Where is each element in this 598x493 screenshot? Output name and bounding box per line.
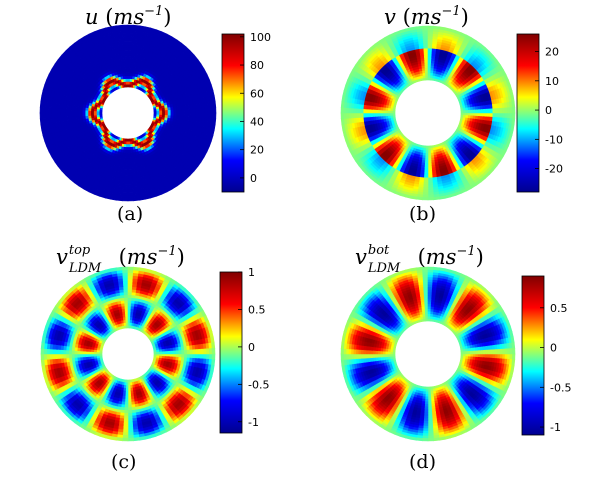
colorbar-tick-label: 0.5 [248,303,266,316]
colorbar-tick-label: 0 [250,172,257,185]
field-disc-c [40,266,216,442]
panel-a-title-base: u [85,5,99,29]
colorbar-c [219,271,243,434]
panel-a-title-open: ( [105,5,114,29]
colorbar-tick-label: 80 [250,59,264,72]
colorbar-tick-label: 0.5 [550,302,568,315]
panel-d-title-sub: LDM [367,261,401,276]
panel-d-caption: (d) [409,451,436,473]
colorbar-tick-label: -10 [545,133,563,146]
colorbar-tick-label: -0.5 [550,381,571,394]
colorbar-tick-label: 0 [248,341,255,354]
colorbar-tick-label: -1 [248,416,259,429]
panel-c-title: v top LDM (ms−1) [56,243,185,276]
colorbar-tick-label: 1 [248,266,255,279]
field-disc-d [340,266,516,442]
colorbar-tick-label: -1 [550,421,561,434]
panel-d-title-exp: −1 [456,244,476,259]
panel-d-title-unit: ms [425,245,457,269]
panel-c-title-close: ) [176,245,185,269]
field-disc-a [39,24,217,202]
colorbar-d [521,275,545,436]
colorbar-tick-label: -20 [545,163,563,176]
panel-d-title-open: ( [417,245,426,269]
colorbar-b [516,33,540,193]
colorbar-tick-label: 0 [545,104,552,117]
panel-c-title-sub: LDM [68,261,102,276]
panel-c-title-open: ( [118,245,127,269]
panel-b-title-unit: ms [410,5,442,29]
panel-d-title-sup: bot [367,243,390,258]
panel-b-title-base: v [384,5,396,29]
panel-c-caption: (c) [111,451,137,473]
panel-d-title-close: ) [475,245,484,269]
panel-b-title: v (ms−1) [384,4,469,29]
colorbar-tick-label: 0 [550,342,557,355]
colorbar-a [221,33,245,193]
panel-d-title: v bot LDM (ms−1) [355,243,484,276]
panel-b-title-open: ( [402,5,411,29]
panel-a-title-exp: −1 [144,4,164,19]
panel-a-title-close: ) [163,5,172,29]
panel-d-title-base: v [355,245,367,269]
panel-a-title: u (ms−1) [85,4,172,29]
panel-b-title-exp: −1 [441,4,461,19]
colorbar-tick-label: 60 [250,87,264,100]
panel-c-title-unit: ms [126,245,158,269]
panel-c-title-exp: −1 [157,244,177,259]
field-disc-b [340,25,516,201]
colorbar-tick-label: 20 [545,46,559,59]
panel-c-title-sup: top [68,243,91,258]
colorbar-tick-label: 10 [545,75,559,88]
colorbar-tick-label: 100 [250,31,271,44]
colorbar-tick-label: 40 [250,115,264,128]
panel-b-title-close: ) [460,5,469,29]
panel-a-caption: (a) [117,203,144,225]
colorbar-tick-label: -0.5 [248,378,269,391]
colorbar-tick-label: 20 [250,144,264,157]
panel-b-caption: (b) [409,203,436,225]
panel-c-title-base: v [56,245,68,269]
